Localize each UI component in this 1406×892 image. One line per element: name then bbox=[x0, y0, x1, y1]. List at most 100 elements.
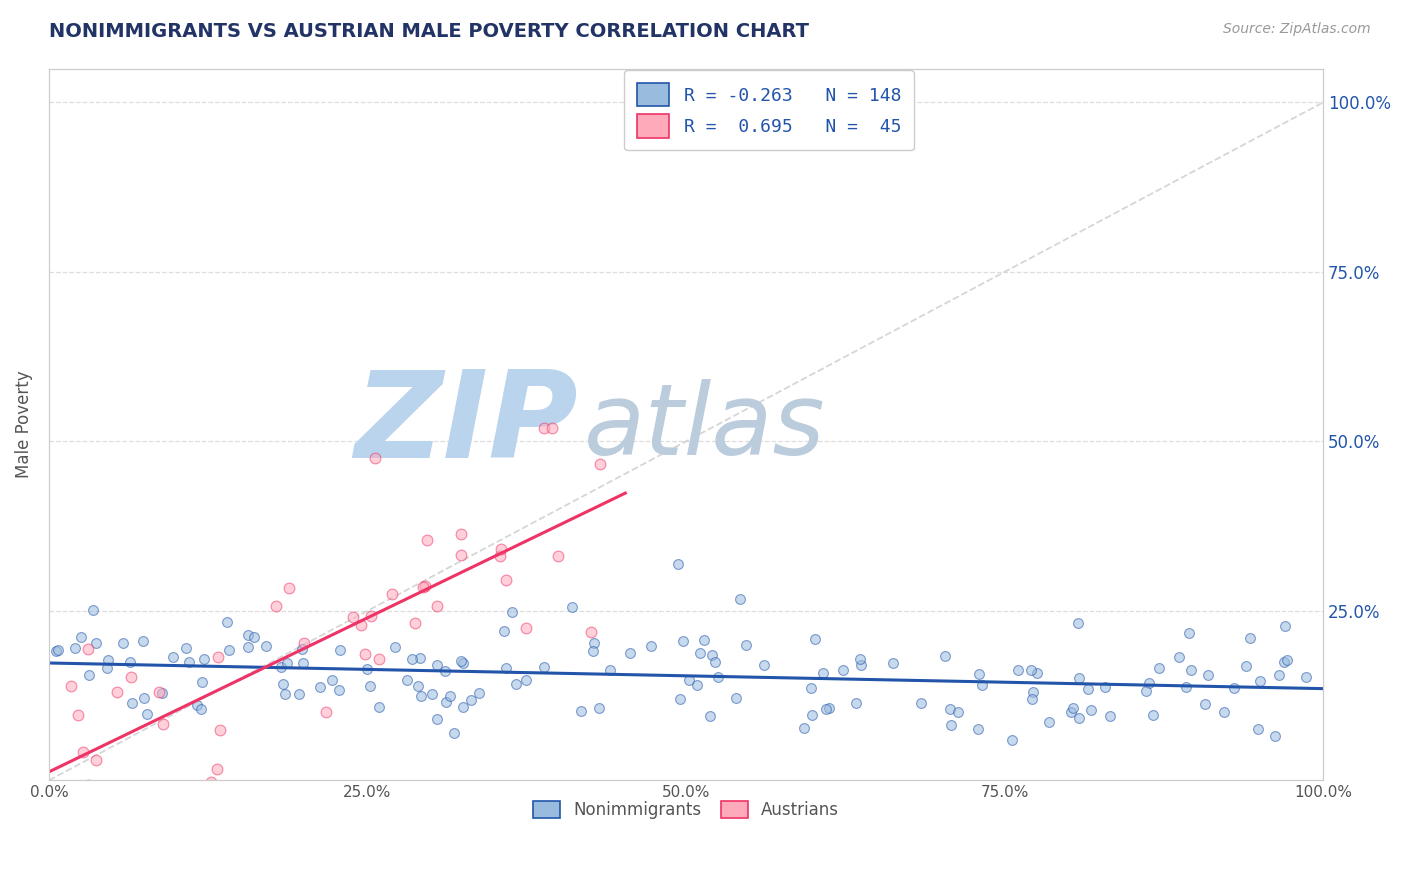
Point bbox=[849, 652, 872, 666]
Point bbox=[236, 628, 259, 642]
Point bbox=[845, 696, 868, 710]
Point bbox=[1234, 658, 1257, 673]
Point bbox=[669, 692, 692, 706]
Point bbox=[1249, 674, 1271, 689]
Point bbox=[505, 677, 527, 691]
Point bbox=[700, 648, 723, 663]
Point bbox=[97, 653, 120, 667]
Point bbox=[236, 640, 259, 654]
Point bbox=[501, 605, 523, 619]
Point bbox=[1239, 631, 1261, 645]
Point bbox=[190, 701, 212, 715]
Point bbox=[416, 533, 439, 547]
Point bbox=[69, 794, 91, 808]
Point bbox=[395, 673, 418, 687]
Point bbox=[533, 660, 555, 674]
Point bbox=[1149, 661, 1171, 675]
Point bbox=[1178, 625, 1201, 640]
Point bbox=[77, 641, 100, 656]
Point bbox=[45, 643, 67, 657]
Point bbox=[1060, 705, 1083, 719]
Point bbox=[176, 641, 198, 656]
Point bbox=[1067, 671, 1090, 685]
Point bbox=[1168, 649, 1191, 664]
Point bbox=[60, 679, 83, 693]
Point bbox=[582, 635, 605, 649]
Point bbox=[243, 630, 266, 644]
Point bbox=[208, 723, 231, 738]
Point bbox=[411, 689, 433, 703]
Point bbox=[254, 639, 277, 653]
Point bbox=[1022, 685, 1045, 699]
Point bbox=[308, 680, 330, 694]
Point bbox=[412, 580, 434, 594]
Point bbox=[489, 542, 512, 557]
Point bbox=[63, 640, 86, 655]
Point bbox=[401, 652, 423, 666]
Point bbox=[515, 673, 537, 688]
Point bbox=[129, 793, 152, 807]
Point bbox=[450, 654, 472, 668]
Point bbox=[934, 649, 956, 664]
Point bbox=[1268, 668, 1291, 682]
Point bbox=[148, 685, 170, 699]
Point bbox=[1062, 701, 1084, 715]
Point bbox=[569, 704, 592, 718]
Point bbox=[1275, 653, 1298, 667]
Point bbox=[72, 745, 94, 759]
Point bbox=[1274, 619, 1296, 633]
Point bbox=[359, 679, 381, 693]
Point bbox=[150, 686, 173, 700]
Point bbox=[368, 652, 391, 666]
Point bbox=[409, 651, 432, 665]
Point bbox=[832, 663, 855, 677]
Point bbox=[619, 646, 641, 660]
Point bbox=[404, 616, 426, 631]
Point bbox=[453, 700, 475, 714]
Legend: Nonimmigrants, Austrians: Nonimmigrants, Austrians bbox=[526, 794, 846, 825]
Point bbox=[533, 421, 555, 435]
Point bbox=[273, 687, 295, 701]
Point bbox=[1137, 676, 1160, 690]
Point bbox=[350, 617, 373, 632]
Point bbox=[699, 709, 721, 723]
Point bbox=[1264, 729, 1286, 743]
Point bbox=[67, 708, 90, 723]
Point bbox=[121, 670, 143, 684]
Point bbox=[413, 578, 436, 592]
Point bbox=[111, 636, 134, 650]
Point bbox=[941, 718, 963, 732]
Point bbox=[582, 644, 605, 658]
Point bbox=[541, 421, 564, 435]
Point bbox=[406, 679, 429, 693]
Point bbox=[77, 778, 100, 792]
Point bbox=[800, 681, 823, 695]
Point bbox=[381, 587, 404, 601]
Point bbox=[967, 666, 990, 681]
Point bbox=[678, 673, 700, 687]
Point bbox=[1094, 680, 1116, 694]
Point bbox=[207, 649, 229, 664]
Point bbox=[453, 657, 475, 671]
Point bbox=[1007, 663, 1029, 677]
Point bbox=[84, 754, 107, 768]
Point bbox=[966, 722, 988, 736]
Point bbox=[686, 678, 709, 692]
Point bbox=[468, 686, 491, 700]
Point bbox=[752, 657, 775, 672]
Point bbox=[589, 457, 612, 471]
Point bbox=[1021, 663, 1043, 677]
Point bbox=[215, 615, 238, 630]
Point bbox=[704, 655, 727, 669]
Point bbox=[96, 661, 118, 675]
Point bbox=[276, 656, 298, 670]
Point bbox=[136, 707, 159, 722]
Point bbox=[179, 655, 201, 669]
Point bbox=[193, 652, 215, 666]
Point bbox=[706, 670, 728, 684]
Point bbox=[243, 794, 266, 808]
Point bbox=[495, 661, 517, 675]
Point bbox=[271, 677, 294, 691]
Point bbox=[1077, 681, 1099, 696]
Text: atlas: atlas bbox=[583, 379, 825, 476]
